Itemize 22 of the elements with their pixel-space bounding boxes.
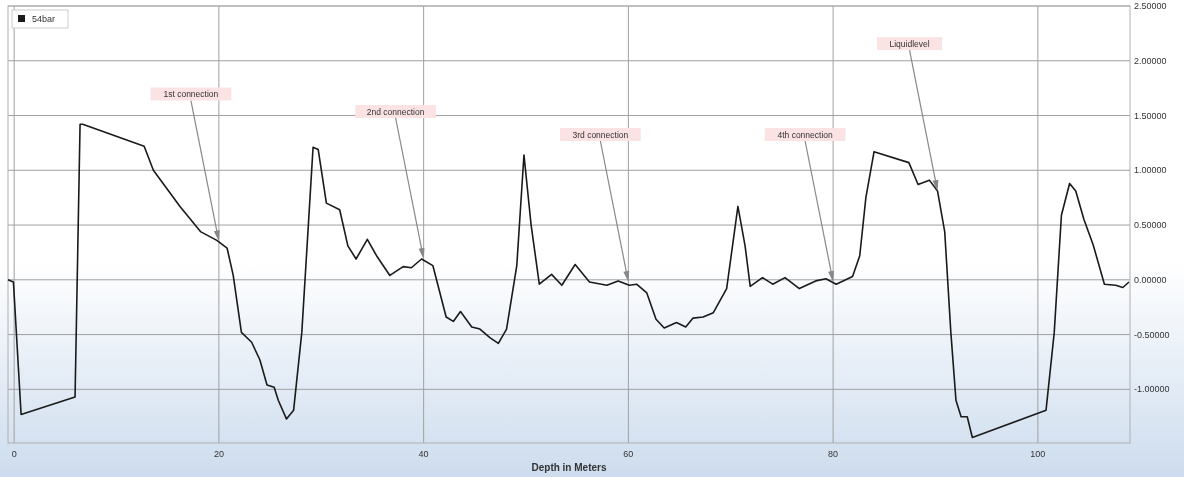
x-tick-label: 100: [1030, 449, 1046, 459]
y-tick-label: 1.00000: [1134, 165, 1167, 176]
y-tick-label: 0.50000: [1134, 220, 1167, 231]
annotation: Liquidlevel: [889, 39, 930, 50]
legend-label: 54bar: [32, 14, 56, 24]
line-series: [7, 123, 1130, 439]
y-tick-label: 2.50000: [1134, 1, 1167, 11]
x-tick-label: 80: [828, 449, 839, 459]
x-axis-title: Depth in Meters: [531, 462, 607, 473]
x-tick-label: 0: [11, 449, 17, 459]
y-tick-label: -0.50000: [1134, 329, 1170, 340]
x-tick-label: 20: [213, 449, 224, 459]
annotation: 2nd connection: [366, 107, 425, 117]
y-tick-label: 1.50000: [1134, 110, 1167, 121]
annotation: 1st connection: [163, 89, 219, 100]
x-tick-label: 60: [623, 449, 634, 459]
y-tick-label: -1.00000: [1134, 384, 1170, 395]
y-tick-label: 0.00000: [1134, 274, 1167, 285]
x-tick-label: 40: [418, 449, 429, 459]
y-tick-label: 2.00000: [1134, 55, 1167, 66]
annotation: 3rd connection: [572, 130, 629, 140]
annotation: 4th connection: [777, 130, 834, 140]
